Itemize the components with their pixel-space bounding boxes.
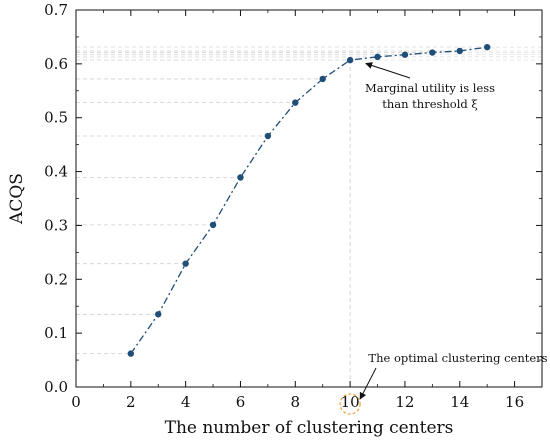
data-point <box>374 53 381 61</box>
x-axis-label: The number of clustering centers <box>165 418 454 438</box>
y-tick-label: 0.6 <box>44 55 68 73</box>
data-point <box>319 75 326 83</box>
y-tick-label: 0.1 <box>44 324 68 342</box>
x-tick-label: 4 <box>181 393 191 411</box>
data-series <box>127 43 491 357</box>
annotation-text-marginal-utility: Marginal utility is less <box>365 81 495 95</box>
x-tick-label: 0 <box>71 393 81 411</box>
reference-lines <box>76 46 542 387</box>
x-tick-label: 16 <box>505 393 524 411</box>
plot-frame <box>75 9 543 388</box>
x-tick-label: 2 <box>126 393 136 411</box>
data-point <box>346 56 354 64</box>
y-tick-label: 0.3 <box>44 216 68 234</box>
y-tick-label: 0.0 <box>44 378 68 396</box>
optimal-highlight-circle <box>339 393 361 415</box>
data-point <box>237 174 244 181</box>
y-tick-label: 0.7 <box>44 1 68 19</box>
series-line <box>130 46 488 354</box>
annotation-arrow <box>365 62 411 79</box>
y-axis-label: ACQS <box>7 173 27 225</box>
data-point <box>182 260 189 267</box>
data-point <box>155 311 162 318</box>
data-point <box>209 221 217 229</box>
annotation-text-optimal-centers: The optimal clustering centers <box>368 351 547 365</box>
data-point <box>264 132 272 140</box>
data-point <box>127 350 135 357</box>
data-point <box>483 43 491 51</box>
y-tick-label: 0.2 <box>44 270 68 288</box>
x-tick-label: 10 <box>341 393 360 411</box>
y-tick-label: 0.4 <box>44 163 68 181</box>
annotation-arrow <box>359 367 377 400</box>
x-tick-label: 14 <box>450 393 469 411</box>
annotations: Marginal utility is less than threshold ξ… <box>339 62 548 415</box>
x-tick-label: 6 <box>236 393 246 411</box>
annotation-text-marginal-utility: than threshold ξ <box>382 97 478 111</box>
data-point <box>401 51 409 58</box>
x-tick-label: 12 <box>395 393 414 411</box>
axes: 0 2 4 6 8 10 12 14 16 0.0 0.1 0.2 0.3 0.4 0.5 0.6 0.7 <box>44 1 543 411</box>
data-point <box>456 47 463 55</box>
x-tick-label: 8 <box>291 393 301 411</box>
data-point <box>292 99 299 106</box>
y-tick-label: 0.5 <box>44 109 68 127</box>
data-point <box>429 49 436 56</box>
